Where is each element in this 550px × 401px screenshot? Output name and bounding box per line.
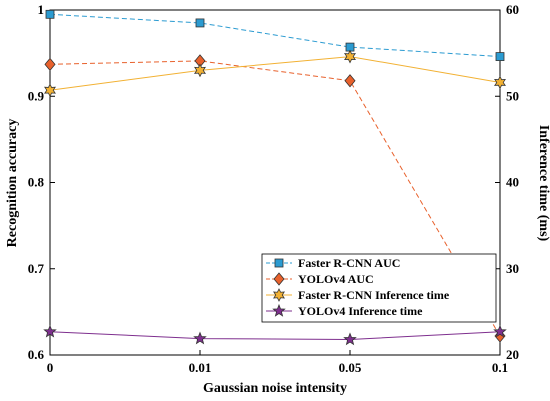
left-axis-ticks: 0.6 0.7 0.8 0.9 1: [28, 2, 55, 362]
series-3-point: [343, 332, 357, 346]
right-tick-label: 30: [506, 261, 519, 276]
left-tick-label: 0.7: [28, 261, 45, 276]
series-2-point: [44, 83, 56, 98]
series-3-point: [43, 324, 57, 338]
x-axis-ticks: 0 0.01 0.05 0.1: [47, 350, 508, 375]
legend-marker-1: [273, 272, 285, 286]
legend-marker-0: [274, 258, 284, 268]
series-line-0: [49, 13, 501, 58]
series-3-point: [493, 324, 507, 338]
series-0-point: [195, 18, 205, 28]
right-tick-label: 50: [506, 88, 519, 103]
y-axis-label: Recognition accuracy: [5, 119, 20, 248]
left-tick-label: 0.6: [28, 347, 45, 362]
right-axis-ticks: 20 30 40 50 60: [495, 2, 519, 362]
series-layer: [43, 9, 507, 346]
series-2-point: [344, 49, 356, 64]
y2-axis-label: Inference time (ms): [536, 125, 550, 242]
legend-label-3: YOLOv4 Inference time: [298, 304, 423, 318]
series-0-point: [45, 9, 55, 19]
legend-label-2: Faster R-CNN Inference time: [298, 288, 450, 302]
x-tick-label: 0.1: [492, 360, 508, 375]
legend-label-1: YOLOv4 AUC: [298, 272, 374, 286]
series-1-point: [344, 74, 356, 88]
series-line-1: [49, 60, 501, 337]
series-line-3: [49, 331, 501, 340]
x-axis-label: Gaussian noise intensity: [203, 381, 347, 396]
legend-marker-2: [273, 288, 285, 302]
right-tick-label: 20: [506, 347, 519, 362]
x-tick-label: 0: [47, 360, 54, 375]
left-tick-label: 0.9: [28, 88, 45, 103]
legend-label-0: Faster R-CNN AUC: [298, 256, 400, 270]
series-3-point: [193, 331, 207, 345]
left-tick-label: 0.8: [28, 175, 45, 190]
series-2-point: [494, 75, 506, 90]
x-tick-label: 0.01: [189, 360, 212, 375]
series-2-point: [194, 63, 206, 78]
x-tick-label: 0.05: [339, 360, 362, 375]
series-line-2: [49, 56, 501, 91]
right-tick-label: 40: [506, 175, 519, 190]
legend-box: [261, 253, 497, 323]
series-0-point: [495, 52, 505, 61]
legend-marker-3: [272, 303, 286, 317]
legend: Faster R-CNN AUC YOLOv4 AUC Faster R-CNN I…: [261, 253, 497, 323]
right-tick-label: 60: [506, 2, 519, 17]
left-tick-label: 1: [38, 2, 45, 17]
series-1-point: [44, 57, 56, 71]
